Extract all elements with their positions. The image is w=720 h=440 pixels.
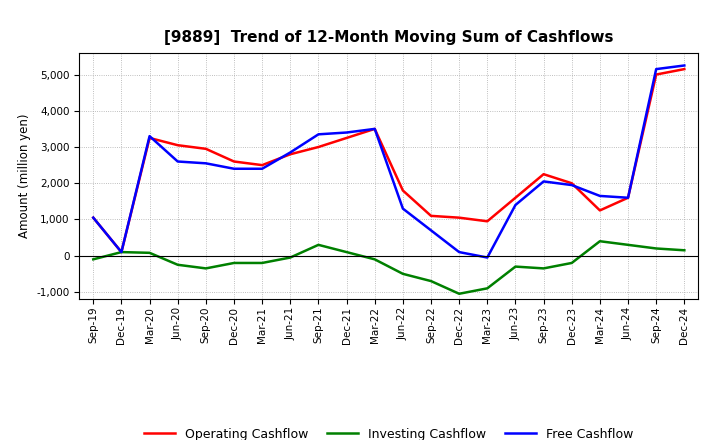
Operating Cashflow (286, 152, 294, 157)
Operating Cashflow (567, 180, 576, 186)
Free Cashflow (399, 206, 408, 211)
Free Cashflow (680, 63, 688, 68)
Investing Cashflow (399, 271, 408, 276)
Free Cashflow (202, 161, 210, 166)
Free Cashflow (342, 130, 351, 135)
Operating Cashflow (539, 172, 548, 177)
Operating Cashflow (117, 249, 126, 255)
Operating Cashflow (174, 143, 182, 148)
Line: Operating Cashflow: Operating Cashflow (94, 69, 684, 252)
Operating Cashflow (624, 195, 632, 200)
Investing Cashflow (117, 249, 126, 255)
Operating Cashflow (680, 66, 688, 72)
Free Cashflow (117, 249, 126, 255)
Investing Cashflow (652, 246, 660, 251)
Operating Cashflow (202, 146, 210, 151)
Operating Cashflow (230, 159, 238, 164)
Operating Cashflow (595, 208, 604, 213)
Investing Cashflow (539, 266, 548, 271)
Legend: Operating Cashflow, Investing Cashflow, Free Cashflow: Operating Cashflow, Investing Cashflow, … (139, 423, 639, 440)
Free Cashflow (624, 195, 632, 200)
Investing Cashflow (286, 255, 294, 260)
Free Cashflow (455, 249, 464, 255)
Operating Cashflow (652, 72, 660, 77)
Investing Cashflow (483, 286, 492, 291)
Free Cashflow (595, 193, 604, 198)
Investing Cashflow (314, 242, 323, 247)
Operating Cashflow (455, 215, 464, 220)
Investing Cashflow (567, 260, 576, 266)
Operating Cashflow (258, 162, 266, 168)
Investing Cashflow (145, 250, 154, 256)
Y-axis label: Amount (million yen): Amount (million yen) (18, 114, 31, 238)
Investing Cashflow (89, 257, 98, 262)
Free Cashflow (511, 202, 520, 208)
Operating Cashflow (314, 144, 323, 150)
Investing Cashflow (455, 291, 464, 297)
Investing Cashflow (511, 264, 520, 269)
Operating Cashflow (483, 219, 492, 224)
Title: [9889]  Trend of 12-Month Moving Sum of Cashflows: [9889] Trend of 12-Month Moving Sum of C… (164, 29, 613, 45)
Investing Cashflow (342, 249, 351, 255)
Investing Cashflow (595, 238, 604, 244)
Investing Cashflow (427, 279, 436, 284)
Free Cashflow (567, 183, 576, 188)
Investing Cashflow (174, 262, 182, 268)
Free Cashflow (174, 159, 182, 164)
Investing Cashflow (258, 260, 266, 266)
Free Cashflow (652, 66, 660, 72)
Free Cashflow (370, 126, 379, 132)
Operating Cashflow (342, 136, 351, 141)
Free Cashflow (145, 133, 154, 139)
Free Cashflow (427, 228, 436, 233)
Investing Cashflow (202, 266, 210, 271)
Investing Cashflow (230, 260, 238, 266)
Free Cashflow (258, 166, 266, 172)
Free Cashflow (314, 132, 323, 137)
Line: Investing Cashflow: Investing Cashflow (94, 241, 684, 294)
Line: Free Cashflow: Free Cashflow (94, 66, 684, 257)
Investing Cashflow (680, 248, 688, 253)
Investing Cashflow (624, 242, 632, 247)
Free Cashflow (483, 255, 492, 260)
Operating Cashflow (427, 213, 436, 219)
Operating Cashflow (145, 136, 154, 141)
Operating Cashflow (370, 126, 379, 132)
Free Cashflow (539, 179, 548, 184)
Investing Cashflow (370, 257, 379, 262)
Free Cashflow (230, 166, 238, 172)
Operating Cashflow (511, 195, 520, 200)
Operating Cashflow (399, 188, 408, 193)
Operating Cashflow (89, 215, 98, 220)
Free Cashflow (286, 150, 294, 155)
Free Cashflow (89, 215, 98, 220)
